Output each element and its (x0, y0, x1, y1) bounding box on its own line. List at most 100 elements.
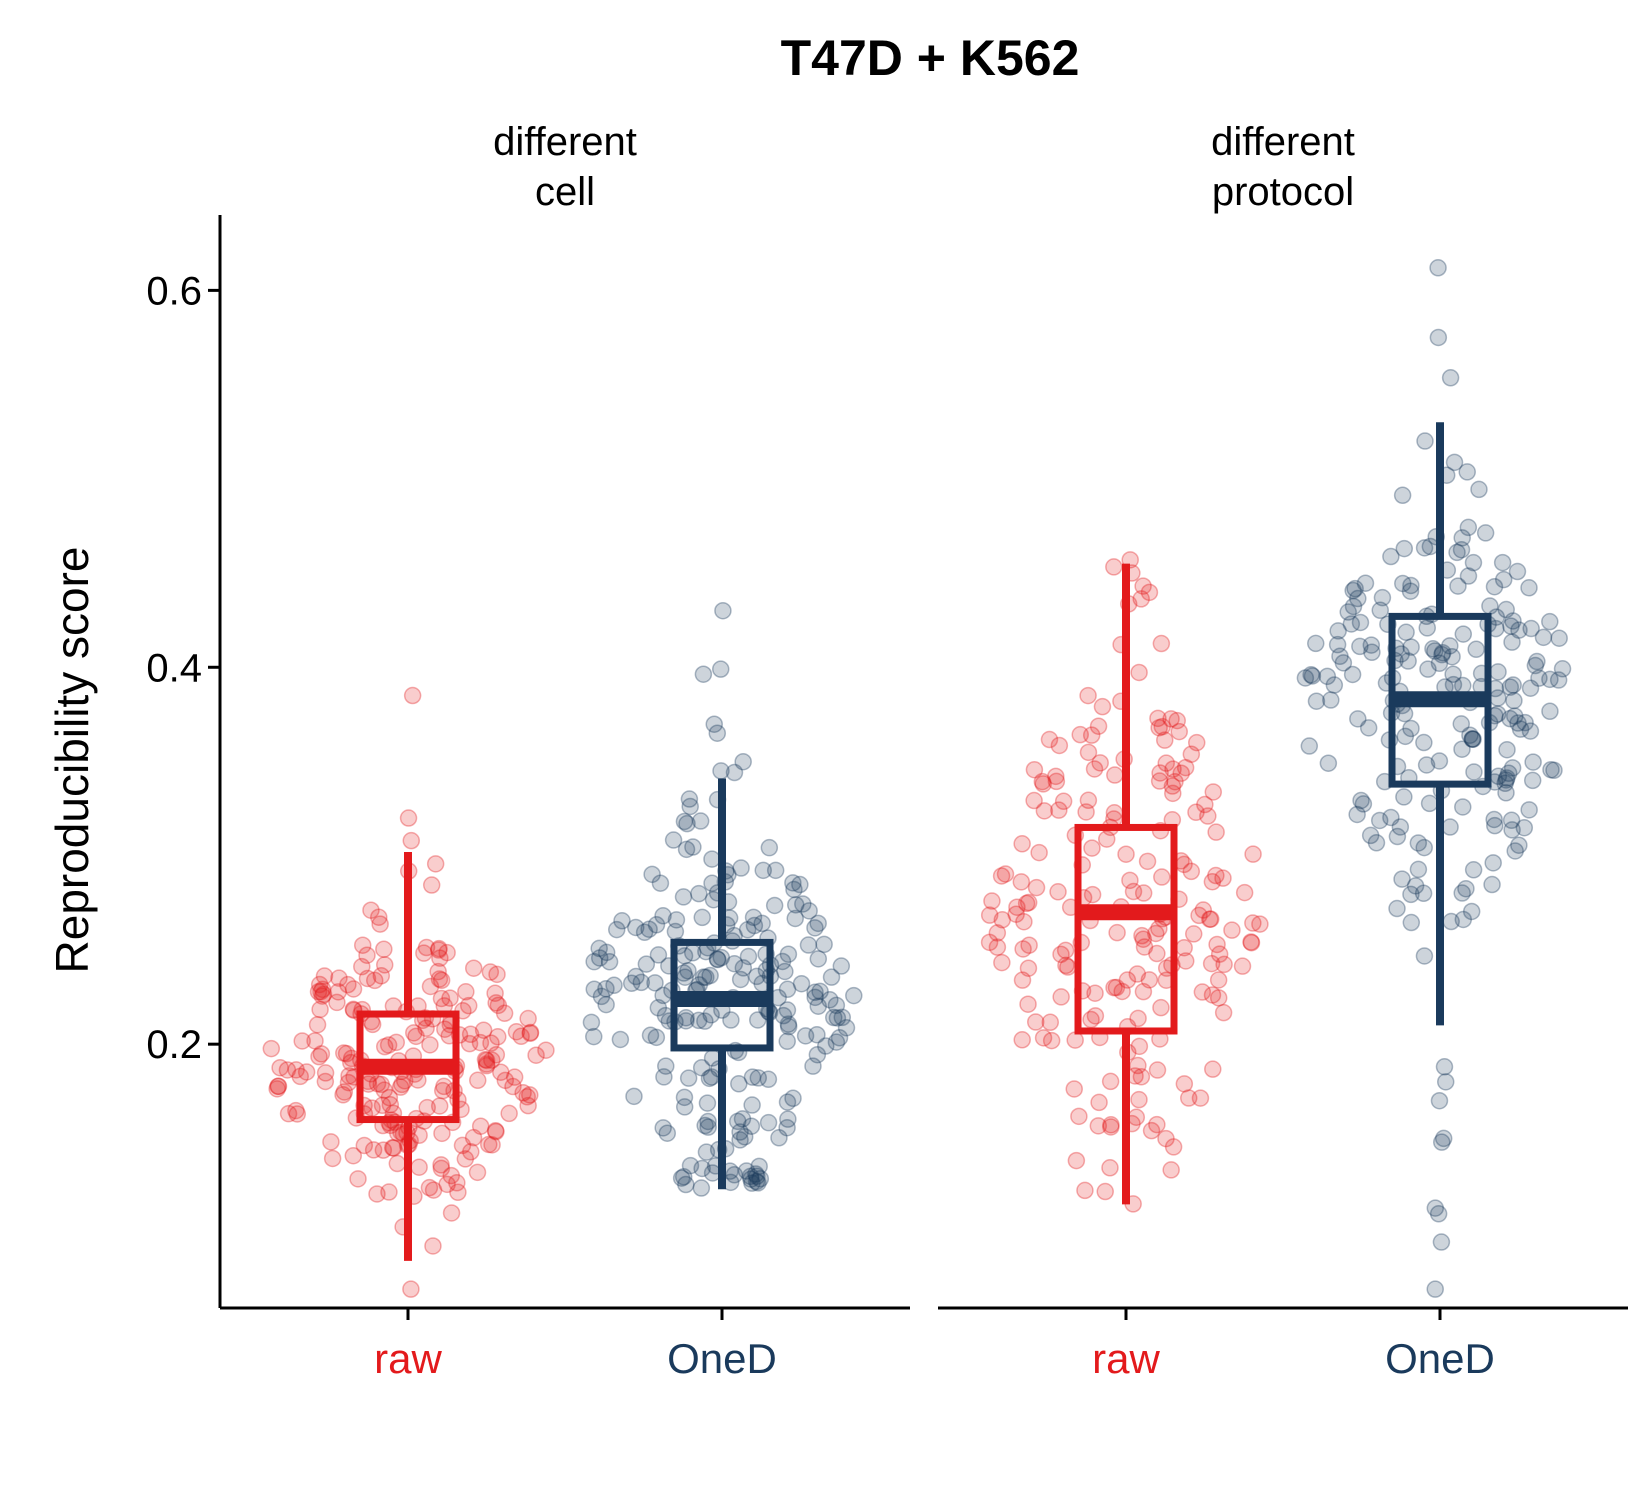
data-point (430, 1097, 449, 1115)
data-point (1530, 669, 1548, 687)
data-point (1382, 547, 1400, 566)
data-point (1520, 801, 1538, 819)
data-point (747, 1172, 766, 1191)
data-point (1065, 1080, 1083, 1098)
data-point (519, 1096, 537, 1115)
data-point (643, 865, 661, 884)
data-point (1052, 988, 1070, 1006)
data-point (1511, 720, 1530, 738)
data-point (1541, 702, 1559, 721)
data-point (262, 1039, 281, 1058)
data-point (1105, 558, 1123, 576)
data-point (1020, 936, 1038, 954)
data-point (627, 918, 645, 937)
data-point (651, 874, 670, 892)
data-point (457, 983, 475, 1001)
data-point (611, 1030, 630, 1049)
data-point (1307, 634, 1325, 653)
data-point (983, 892, 1001, 910)
data-point (1128, 965, 1147, 983)
data-point (1467, 640, 1485, 659)
data-point (1153, 717, 1172, 736)
data-point (1526, 656, 1545, 675)
data-point (1302, 666, 1320, 684)
data-point (1150, 772, 1169, 790)
data-point (753, 914, 771, 933)
outlier-point (711, 660, 730, 678)
data-point (1415, 539, 1434, 557)
data-point (368, 1185, 386, 1203)
data-point (1117, 845, 1135, 863)
data-point (1510, 836, 1528, 854)
data-point (1516, 713, 1534, 732)
data-point (1033, 772, 1052, 791)
data-point (477, 1056, 496, 1075)
data-point (675, 812, 694, 831)
data-point (749, 1174, 767, 1192)
data-point (733, 1110, 752, 1128)
data-point (1157, 754, 1175, 772)
outlier-point (403, 686, 422, 705)
data-point (432, 1159, 451, 1178)
data-point (483, 1051, 501, 1069)
data-point (1406, 877, 1425, 895)
data-point (469, 1071, 487, 1090)
data-point (375, 1081, 394, 1099)
data-point (1176, 758, 1195, 777)
data-point (1508, 562, 1527, 581)
data-point (1503, 759, 1522, 777)
data-point (1415, 947, 1434, 965)
data-point (1497, 600, 1515, 619)
data-point (1367, 834, 1386, 852)
data-point (1394, 574, 1412, 593)
data-point (590, 939, 608, 958)
data-point (1453, 884, 1471, 902)
data-point (374, 1141, 393, 1159)
data-point (1344, 581, 1362, 600)
data-point (794, 895, 812, 913)
data-point (980, 933, 999, 952)
data-point (358, 946, 376, 964)
data-point (1501, 709, 1519, 728)
data-point (585, 952, 603, 971)
data-point (1184, 925, 1203, 943)
data-point (1352, 791, 1370, 810)
data-point (1008, 898, 1026, 916)
data-point (459, 996, 478, 1015)
data-point (1148, 944, 1166, 963)
data-point (750, 1157, 768, 1176)
data-point (1071, 725, 1089, 744)
data-point (334, 1086, 352, 1104)
data-point (677, 1175, 695, 1194)
data-point (742, 1117, 761, 1135)
data-point (1132, 590, 1150, 608)
data-point (1108, 923, 1126, 942)
plot-layer: 0.2 0.4 0.6 different cell raw OneD different pr… (146, 120, 1628, 1382)
data-point (637, 955, 656, 973)
data-point (430, 970, 449, 988)
data-point (1339, 603, 1357, 621)
data-point (592, 987, 611, 1006)
data-point (1300, 737, 1319, 755)
data-point (681, 1156, 700, 1175)
data-point (1135, 938, 1154, 956)
data-point (1035, 802, 1054, 820)
data-point (703, 874, 721, 893)
data-point (1444, 665, 1462, 683)
data-point (1349, 589, 1367, 608)
data-point (1334, 654, 1353, 672)
data-point (375, 940, 393, 958)
data-point (1150, 718, 1168, 737)
data-point (731, 1123, 749, 1141)
data-point (1107, 978, 1126, 997)
data-point (830, 1029, 849, 1047)
data-point (1454, 625, 1473, 643)
data-point (765, 896, 784, 915)
data-point (1463, 730, 1482, 748)
data-point (1157, 1129, 1175, 1148)
data-point (362, 901, 380, 919)
data-point (518, 1088, 536, 1106)
data-point (1199, 807, 1217, 825)
data-point (1130, 1037, 1149, 1056)
data-point (1140, 583, 1159, 602)
